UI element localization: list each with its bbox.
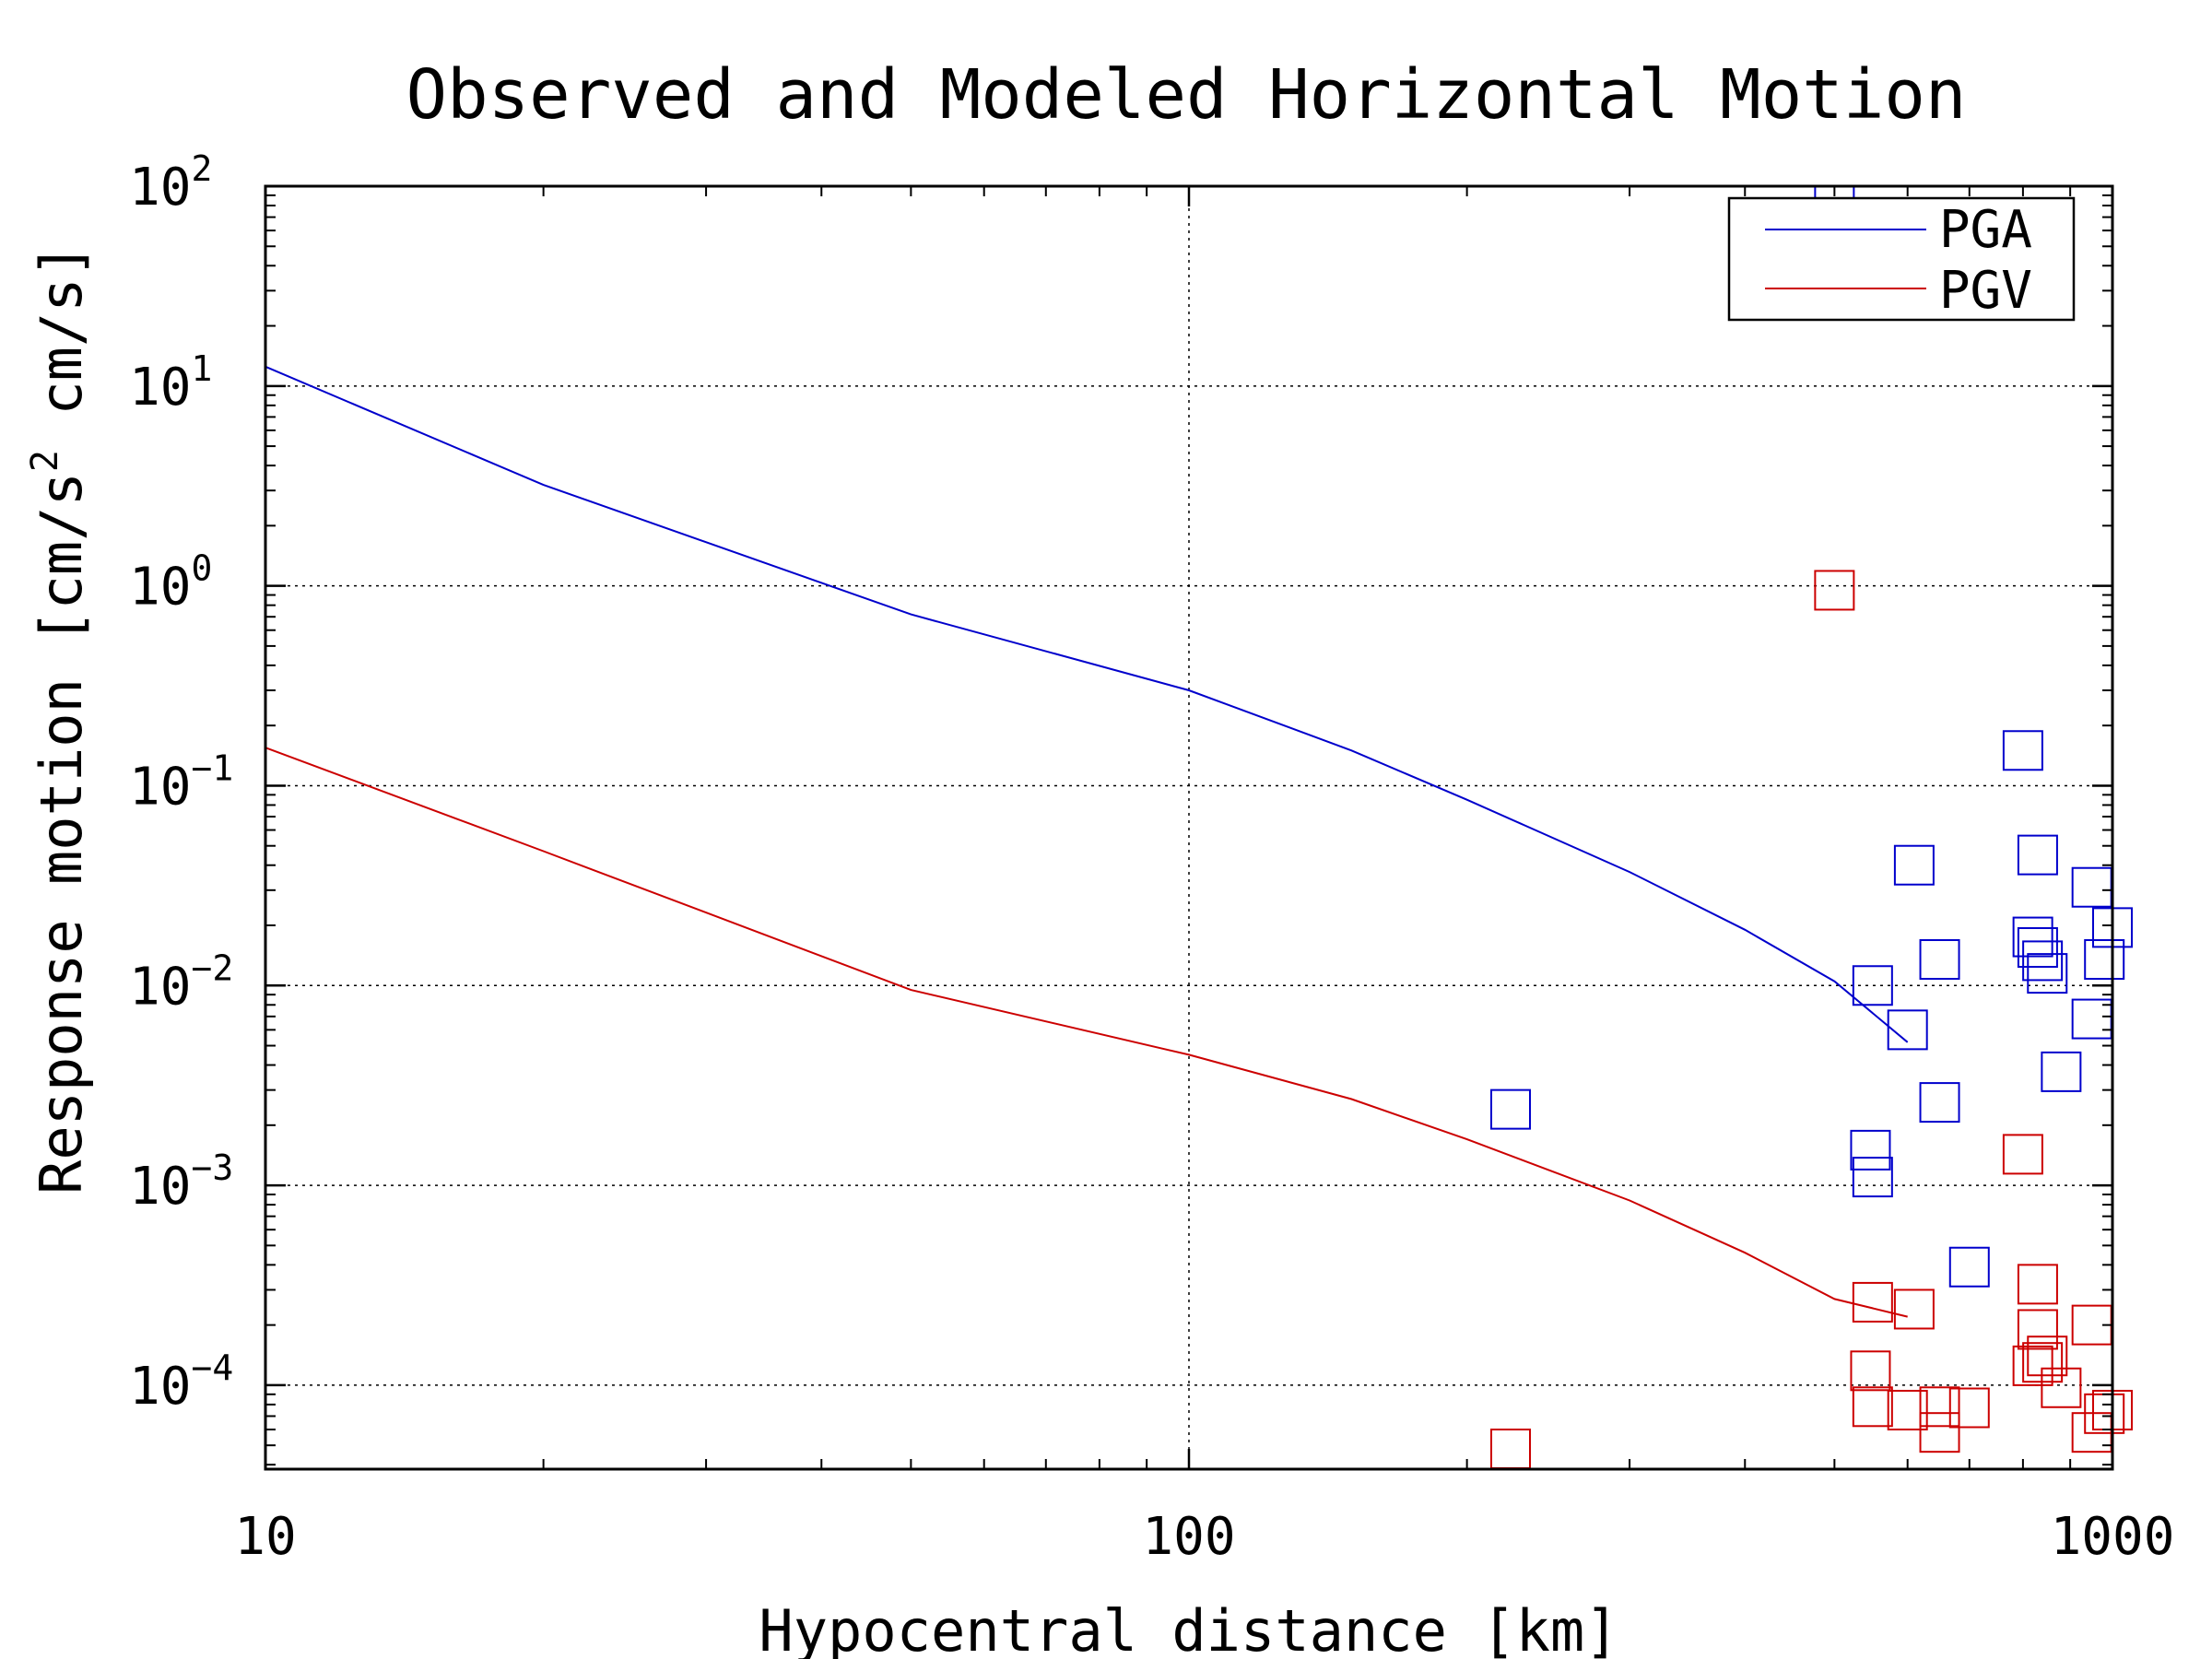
model-line-pgv (265, 747, 1908, 1318)
observed-point-pga (2017, 834, 2058, 876)
observed-point-pgv (1814, 570, 1855, 611)
observed-point-pga (2012, 916, 2053, 958)
observed-point-pga (1490, 1088, 1532, 1130)
y-tick-label-base: 10 (129, 957, 191, 1017)
observed-point-pgv (1852, 1386, 1893, 1428)
observed-point-pgv (2027, 1335, 2068, 1377)
y-tick-label-exponent: 0 (191, 548, 212, 589)
y-tick-label: 100 (129, 548, 212, 618)
y-tick-label-base: 10 (129, 1357, 191, 1417)
x-tick-label: 1000 (2051, 1507, 2175, 1567)
x-tick-label: 100 (1142, 1507, 1235, 1567)
y-tick-label-base: 10 (129, 558, 191, 618)
legend-label-pgv: PGV (1939, 261, 2032, 321)
y-tick-label-exponent: −1 (191, 747, 233, 788)
observed-point-pga (2071, 866, 2112, 908)
x-axis-label: Hypocentral distance [km] (759, 1597, 1618, 1659)
y-axis-label-superscript: 2 (24, 450, 66, 472)
y-tick-label-exponent: −2 (191, 947, 233, 988)
y-tick-label: 10−3 (129, 1147, 233, 1217)
observed-point-pgv (2041, 1367, 2082, 1408)
legend: PGA PGV (1727, 196, 2076, 322)
model-line-pga (265, 365, 1909, 1043)
y-axis-label-text: Response motion [cm/s (28, 472, 95, 1194)
y-tick-label-exponent: −3 (191, 1147, 233, 1188)
observed-point-pga (1919, 1082, 1960, 1124)
grid-lines (265, 186, 2112, 1469)
observed-point-pgv (1887, 1389, 1928, 1430)
observed-point-pgv (2012, 1345, 2053, 1386)
observed-point-pga (2084, 939, 2125, 981)
chart-title: Observed and Modeled Horizontal Motion (406, 55, 1967, 135)
observed-point-pgv (2017, 1309, 2058, 1350)
y-tick-label-exponent: 2 (191, 148, 212, 189)
observed-point-pgv (2017, 1264, 2058, 1305)
observed-point-pgv (1850, 1350, 1891, 1392)
y-tick-label-exponent: 1 (191, 348, 212, 389)
observed-point-pga (2002, 730, 2043, 771)
observed-point-pgv (1919, 1386, 1960, 1428)
observed-point-pga (2022, 940, 2064, 982)
legend-label-pga: PGA (1939, 200, 2032, 260)
observed-point-pga (1919, 939, 1960, 981)
observed-point-pgv (1948, 1387, 1990, 1429)
y-tick-label-base: 10 (129, 1157, 191, 1217)
series-layer (265, 185, 2133, 1470)
observed-point-pga (2027, 953, 2068, 994)
y-tick-label-base: 10 (129, 757, 191, 817)
observed-point-pgv (1919, 1412, 1960, 1453)
legend-box (1727, 196, 2076, 322)
y-tick-label-base: 10 (129, 358, 191, 418)
observed-point-pga (1852, 965, 1893, 1006)
observed-point-pgv (1852, 1281, 1893, 1323)
y-axis-label-unit: cm/s] (28, 243, 95, 450)
observed-point-pga (1948, 1246, 1990, 1288)
x-tick-label: 10 (234, 1507, 296, 1567)
observed-point-pgv (2002, 1134, 2043, 1175)
observed-point-pga (1852, 1157, 1893, 1198)
observed-point-pgv (1893, 1288, 1935, 1330)
y-tick-label: 10−2 (129, 947, 233, 1017)
y-axis-label: Response motion [cm/s2 cm/s] (24, 243, 95, 1194)
y-tick-label: 101 (129, 348, 212, 418)
y-tick-label: 102 (129, 148, 212, 218)
observed-point-pga (1850, 1129, 1891, 1171)
observed-point-pga (2041, 1051, 2082, 1092)
observed-point-pgv (1490, 1429, 1532, 1470)
y-tick-label-exponent: −4 (191, 1347, 233, 1388)
y-tick-label-base: 10 (129, 158, 191, 218)
y-tick-label: 10−4 (129, 1347, 233, 1417)
observed-point-pga (2017, 926, 2058, 968)
tick-marks (264, 184, 2114, 1469)
observed-point-pga (1887, 1009, 1928, 1051)
y-tick-label: 10−1 (129, 747, 233, 817)
observed-point-pga (1893, 844, 1935, 886)
